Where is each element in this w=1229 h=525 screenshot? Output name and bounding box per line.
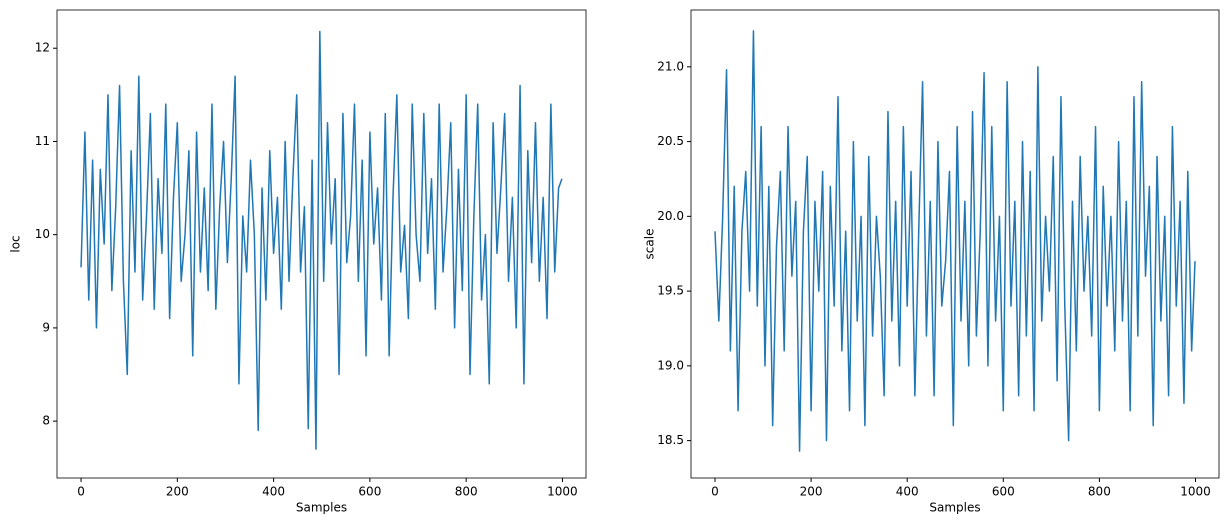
y-tick-label: 20.5 bbox=[657, 134, 684, 148]
x-tick-label: 0 bbox=[711, 485, 719, 499]
x-tick-label: 400 bbox=[896, 485, 919, 499]
x-tick-label: 800 bbox=[455, 485, 478, 499]
y-tick-label: 20.0 bbox=[657, 209, 684, 223]
x-tick-label: 600 bbox=[358, 485, 381, 499]
x-tick-label: 1000 bbox=[547, 485, 578, 499]
y-tick-label: 19.5 bbox=[657, 284, 684, 298]
y-tick-label: 11 bbox=[35, 134, 50, 148]
x-axis-label: Samples bbox=[296, 501, 347, 515]
x-axis-label: Samples bbox=[929, 501, 980, 515]
trace-line bbox=[714, 30, 1196, 452]
y-tick-label: 18.5 bbox=[657, 433, 684, 447]
y-tick-label: 8 bbox=[42, 414, 50, 428]
axes-frame bbox=[690, 9, 1220, 479]
y-axis-label: loc bbox=[9, 235, 23, 252]
x-tick-label: 1000 bbox=[1180, 485, 1211, 499]
y-tick-label: 21.0 bbox=[657, 59, 684, 73]
x-tick-label: 400 bbox=[262, 485, 285, 499]
y-tick-label: 19.0 bbox=[657, 358, 684, 372]
y-tick-label: 9 bbox=[42, 320, 50, 334]
y-tick-label: 12 bbox=[35, 41, 50, 55]
y-tick-label: 10 bbox=[35, 227, 50, 241]
axes-frame bbox=[56, 9, 587, 479]
x-tick-label: 200 bbox=[166, 485, 189, 499]
trace-line bbox=[80, 30, 563, 450]
x-tick-label: 200 bbox=[800, 485, 823, 499]
x-tick-label: 800 bbox=[1088, 485, 1111, 499]
x-tick-label: 600 bbox=[992, 485, 1015, 499]
y-axis-label: scale bbox=[643, 229, 657, 260]
x-tick-label: 0 bbox=[77, 485, 85, 499]
